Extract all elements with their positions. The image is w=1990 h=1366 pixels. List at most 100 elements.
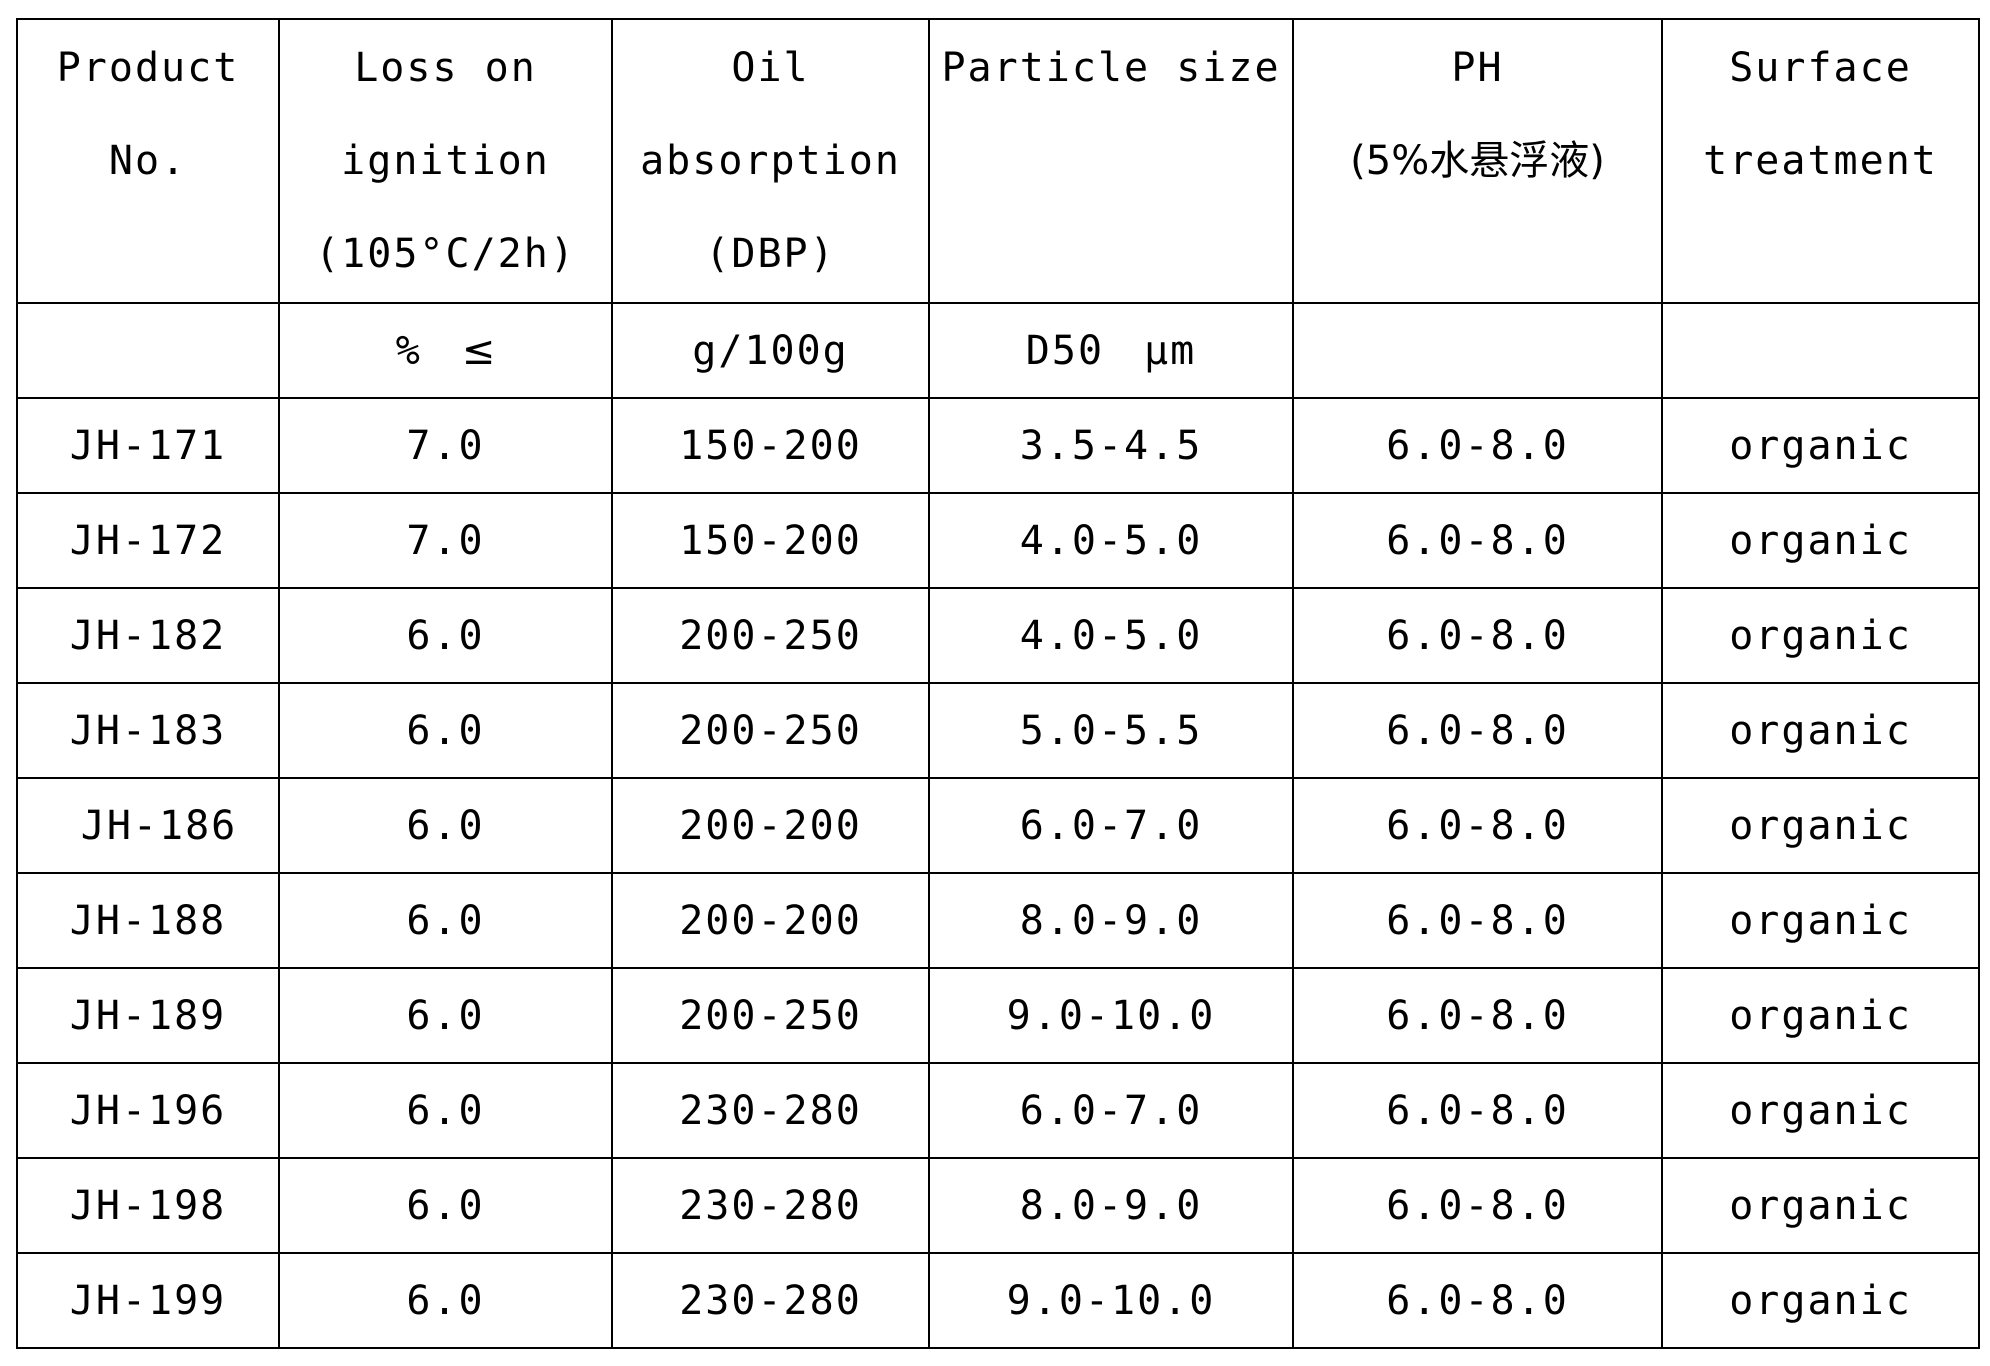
header-oil-line-3: (DBP) bbox=[705, 231, 836, 277]
cell-product-no: JH-198 bbox=[16, 1157, 280, 1254]
cell-loss-on-ignition: 6.0 bbox=[278, 587, 613, 684]
table-row: JH-171 7.0 150-200 3.5-4.5 6.0-8.0 organ… bbox=[16, 397, 1980, 494]
unit-cell-product bbox=[16, 302, 280, 399]
header-product-no: Product No. bbox=[16, 18, 280, 304]
unit-cell-ph bbox=[1292, 302, 1663, 399]
cell-product-no: JH-183 bbox=[16, 682, 280, 779]
unit-le-symbol: ≤ bbox=[461, 327, 496, 374]
cell-loss-on-ignition: 6.0 bbox=[278, 967, 613, 1064]
table-row: JH-183 6.0 200-250 5.0-5.5 6.0-8.0 organ… bbox=[16, 682, 1980, 779]
cell-loss-on-ignition: 6.0 bbox=[278, 682, 613, 779]
product-spec-table: Product No. Loss on ignition (105°C/2h) … bbox=[16, 18, 1980, 1349]
cell-oil-absorption: 200-250 bbox=[611, 967, 930, 1064]
cell-particle-size: 9.0-10.0 bbox=[928, 1252, 1294, 1349]
cell-particle-size: 6.0-7.0 bbox=[928, 777, 1294, 874]
cell-particle-size: 8.0-9.0 bbox=[928, 1157, 1294, 1254]
cell-ph: 6.0-8.0 bbox=[1292, 587, 1663, 684]
cell-ph: 6.0-8.0 bbox=[1292, 967, 1663, 1064]
header-ph-line-2: (5%水悬浮液) bbox=[1350, 138, 1605, 184]
cell-particle-size: 6.0-7.0 bbox=[928, 1062, 1294, 1159]
header-surface-treatment: Surface treatment bbox=[1661, 18, 1980, 304]
header-product-no-line-2: No. bbox=[108, 138, 188, 184]
cell-particle-size: 4.0-5.0 bbox=[928, 587, 1294, 684]
header-particle-line-1: Particle size bbox=[941, 45, 1281, 91]
cell-surface-treatment: organic bbox=[1661, 492, 1980, 589]
cell-ph: 6.0-8.0 bbox=[1292, 492, 1663, 589]
cell-surface-treatment: organic bbox=[1661, 587, 1980, 684]
cell-loss-on-ignition: 7.0 bbox=[278, 492, 613, 589]
cell-product-no: JH-182 bbox=[16, 587, 280, 684]
cell-surface-treatment: organic bbox=[1661, 967, 1980, 1064]
table-row: JH-188 6.0 200-200 8.0-9.0 6.0-8.0 organ… bbox=[16, 872, 1980, 969]
cell-particle-size: 5.0-5.5 bbox=[928, 682, 1294, 779]
header-loss-line-2: ignition bbox=[341, 138, 550, 184]
header-oil-line-1: Oil bbox=[731, 45, 810, 91]
header-particle-size: Particle size bbox=[928, 18, 1294, 304]
cell-surface-treatment: organic bbox=[1661, 777, 1980, 874]
cell-particle-size: 4.0-5.0 bbox=[928, 492, 1294, 589]
header-row: Product No. Loss on ignition (105°C/2h) … bbox=[16, 18, 1980, 304]
cell-loss-on-ignition: 7.0 bbox=[278, 397, 613, 494]
unit-percent: % bbox=[395, 327, 422, 374]
cell-oil-absorption: 230-280 bbox=[611, 1062, 930, 1159]
cell-product-no: JH-171 bbox=[16, 397, 280, 494]
cell-loss-on-ignition: 6.0 bbox=[278, 872, 613, 969]
cell-loss-on-ignition: 6.0 bbox=[278, 1157, 613, 1254]
cell-ph: 6.0-8.0 bbox=[1292, 1062, 1663, 1159]
cell-oil-absorption: 200-200 bbox=[611, 777, 930, 874]
cell-oil-absorption: 150-200 bbox=[611, 397, 930, 494]
unit-d50: D50 bbox=[1025, 327, 1105, 374]
cell-loss-on-ignition: 6.0 bbox=[278, 777, 613, 874]
cell-product-no: JH-189 bbox=[16, 967, 280, 1064]
cell-particle-size: 3.5-4.5 bbox=[928, 397, 1294, 494]
cell-product-no: JH-172 bbox=[16, 492, 280, 589]
header-loss-line-3: (105°C/2h) bbox=[315, 231, 576, 277]
header-loss-line-1: Loss on bbox=[354, 45, 537, 91]
table-row: JH-172 7.0 150-200 4.0-5.0 6.0-8.0 organ… bbox=[16, 492, 1980, 589]
header-ph-line-1: PH bbox=[1451, 45, 1504, 91]
cell-oil-absorption: 200-250 bbox=[611, 587, 930, 684]
cell-oil-absorption: 150-200 bbox=[611, 492, 930, 589]
cell-product-no: JH-188 bbox=[16, 872, 280, 969]
cell-product-no: JH-196 bbox=[16, 1062, 280, 1159]
cell-ph: 6.0-8.0 bbox=[1292, 1252, 1663, 1349]
cell-surface-treatment: organic bbox=[1661, 397, 1980, 494]
cell-ph: 6.0-8.0 bbox=[1292, 872, 1663, 969]
header-loss-on-ignition: Loss on ignition (105°C/2h) bbox=[278, 18, 613, 304]
table-row: JH-199 6.0 230-280 9.0-10.0 6.0-8.0 orga… bbox=[16, 1252, 1980, 1349]
cell-loss-on-ignition: 6.0 bbox=[278, 1252, 613, 1349]
header-product-no-line-1: Product bbox=[56, 45, 240, 91]
header-oil-line-2: absorption bbox=[640, 138, 901, 184]
header-surface-line-1: Surface bbox=[1729, 45, 1912, 91]
table-row: JH-186 6.0 200-200 6.0-7.0 6.0-8.0 organ… bbox=[16, 777, 1980, 874]
cell-oil-absorption: 200-200 bbox=[611, 872, 930, 969]
cell-loss-on-ignition: 6.0 bbox=[278, 1062, 613, 1159]
table-row: JH-182 6.0 200-250 4.0-5.0 6.0-8.0 organ… bbox=[16, 587, 1980, 684]
cell-ph: 6.0-8.0 bbox=[1292, 777, 1663, 874]
table-row: JH-196 6.0 230-280 6.0-7.0 6.0-8.0 organ… bbox=[16, 1062, 1980, 1159]
header-surface-line-2: treatment bbox=[1703, 138, 1938, 184]
cell-ph: 6.0-8.0 bbox=[1292, 682, 1663, 779]
cell-particle-size: 8.0-9.0 bbox=[928, 872, 1294, 969]
cell-oil-absorption: 200-250 bbox=[611, 682, 930, 779]
cell-surface-treatment: organic bbox=[1661, 1157, 1980, 1254]
cell-particle-size: 9.0-10.0 bbox=[928, 967, 1294, 1064]
unit-cell-loss: % ≤ bbox=[278, 302, 613, 399]
header-ph: PH (5%水悬浮液) bbox=[1292, 18, 1663, 304]
unit-row: % ≤ g/100g D50 μm bbox=[16, 302, 1980, 399]
unit-cell-oil: g/100g bbox=[611, 302, 930, 399]
unit-micrometer: μm bbox=[1144, 327, 1197, 374]
cell-surface-treatment: organic bbox=[1661, 1062, 1980, 1159]
unit-cell-particle: D50 μm bbox=[928, 302, 1294, 399]
cell-surface-treatment: organic bbox=[1661, 1252, 1980, 1349]
cell-surface-treatment: organic bbox=[1661, 682, 1980, 779]
cell-oil-absorption: 230-280 bbox=[611, 1252, 930, 1349]
unit-cell-surface bbox=[1661, 302, 1980, 399]
cell-oil-absorption: 230-280 bbox=[611, 1157, 930, 1254]
table-row: JH-189 6.0 200-250 9.0-10.0 6.0-8.0 orga… bbox=[16, 967, 1980, 1064]
cell-product-no: JH-199 bbox=[16, 1252, 280, 1349]
cell-ph: 6.0-8.0 bbox=[1292, 1157, 1663, 1254]
cell-product-no: JH-186 bbox=[16, 777, 280, 874]
header-oil-absorption: Oil absorption (DBP) bbox=[611, 18, 930, 304]
cell-ph: 6.0-8.0 bbox=[1292, 397, 1663, 494]
